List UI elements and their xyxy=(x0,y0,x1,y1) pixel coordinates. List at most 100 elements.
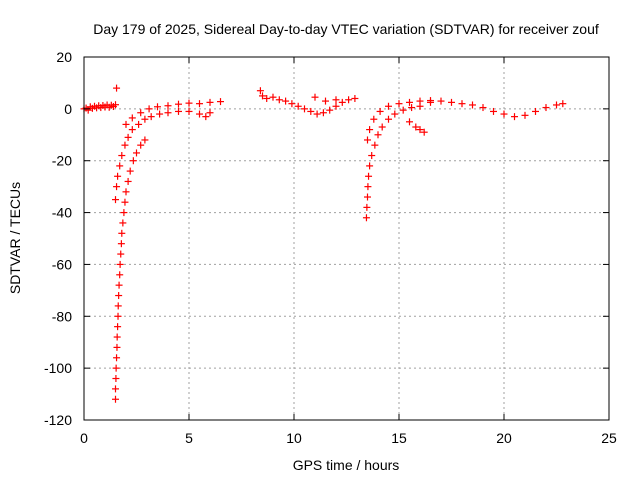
data-point xyxy=(319,109,327,117)
data-point xyxy=(395,100,403,108)
data-point xyxy=(351,94,359,102)
data-point xyxy=(137,109,145,117)
y-axis-label: SDTVAR / TECUs xyxy=(7,182,23,294)
data-point xyxy=(378,123,386,131)
data-point xyxy=(363,203,371,211)
data-point xyxy=(119,219,127,227)
data-point xyxy=(469,101,476,109)
data-point xyxy=(416,126,424,134)
x-tick-label: 25 xyxy=(601,430,617,446)
data-point xyxy=(156,110,164,118)
data-point xyxy=(124,133,132,141)
data-point xyxy=(385,115,392,123)
data-point xyxy=(256,87,264,95)
data-point xyxy=(282,97,290,105)
data-point xyxy=(206,98,214,106)
data-point xyxy=(114,172,122,180)
data-point xyxy=(406,118,413,126)
data-point xyxy=(399,106,407,114)
data-point xyxy=(185,107,193,115)
data-point xyxy=(500,110,508,118)
data-point xyxy=(294,102,302,110)
data-point xyxy=(559,100,567,108)
data-point xyxy=(332,96,340,104)
data-points xyxy=(80,84,567,403)
data-point xyxy=(365,172,373,180)
x-axis-label: GPS time / hours xyxy=(293,457,400,473)
x-tick-label: 0 xyxy=(80,430,88,446)
data-point xyxy=(345,96,353,104)
data-point xyxy=(275,96,283,104)
data-point xyxy=(113,354,121,362)
x-tick-label: 20 xyxy=(496,430,512,446)
data-point xyxy=(259,92,266,100)
data-point xyxy=(113,183,121,191)
data-point xyxy=(490,107,497,115)
data-point xyxy=(311,93,319,101)
data-point xyxy=(164,102,172,110)
data-point xyxy=(217,98,224,106)
data-point xyxy=(121,141,129,149)
data-point xyxy=(113,84,121,92)
data-point xyxy=(553,101,560,109)
y-tick-label: -120 xyxy=(44,412,72,428)
y-tick-label: 0 xyxy=(64,101,72,117)
data-point xyxy=(511,113,518,121)
data-point xyxy=(263,94,271,102)
data-point xyxy=(269,93,277,101)
x-tick-label: 15 xyxy=(391,430,407,446)
data-point xyxy=(118,229,126,237)
y-tick-label: -100 xyxy=(44,360,72,376)
data-point xyxy=(113,333,121,341)
data-point xyxy=(301,105,308,113)
data-point xyxy=(412,123,420,131)
data-point xyxy=(116,162,124,170)
data-point xyxy=(112,385,119,393)
data-point xyxy=(391,110,399,118)
data-point xyxy=(322,97,329,105)
data-point xyxy=(532,107,539,115)
data-point xyxy=(313,110,321,118)
data-point xyxy=(416,97,424,105)
data-point xyxy=(332,102,340,110)
data-point xyxy=(420,128,428,136)
axis-ticks xyxy=(83,56,610,421)
data-point xyxy=(364,183,372,191)
data-point xyxy=(427,98,434,106)
data-point xyxy=(366,162,374,170)
data-point xyxy=(135,120,143,128)
data-point xyxy=(147,113,155,121)
data-point xyxy=(362,214,370,222)
y-tick-label: -20 xyxy=(52,153,72,169)
data-point xyxy=(128,114,136,122)
data-point xyxy=(112,395,119,403)
plot-frame xyxy=(83,56,610,421)
data-point xyxy=(112,375,120,383)
data-point xyxy=(437,97,445,105)
data-point xyxy=(116,260,124,268)
data-point xyxy=(196,100,203,108)
data-point xyxy=(154,103,161,111)
data-point xyxy=(116,271,124,279)
data-point xyxy=(115,292,123,300)
data-point xyxy=(408,104,416,112)
data-point xyxy=(376,107,384,115)
data-point xyxy=(124,177,132,185)
data-point xyxy=(112,196,119,204)
data-point xyxy=(117,240,125,248)
data-point xyxy=(128,126,136,134)
y-tick-label: -80 xyxy=(52,308,72,324)
data-point xyxy=(122,120,130,128)
data-point xyxy=(141,136,149,144)
data-point xyxy=(137,141,145,149)
data-point xyxy=(117,250,125,258)
data-point xyxy=(364,136,371,144)
data-point xyxy=(366,126,374,134)
data-point xyxy=(479,104,487,112)
data-point xyxy=(385,102,392,110)
data-point xyxy=(126,167,134,175)
data-point xyxy=(164,109,172,117)
data-point xyxy=(368,152,376,160)
